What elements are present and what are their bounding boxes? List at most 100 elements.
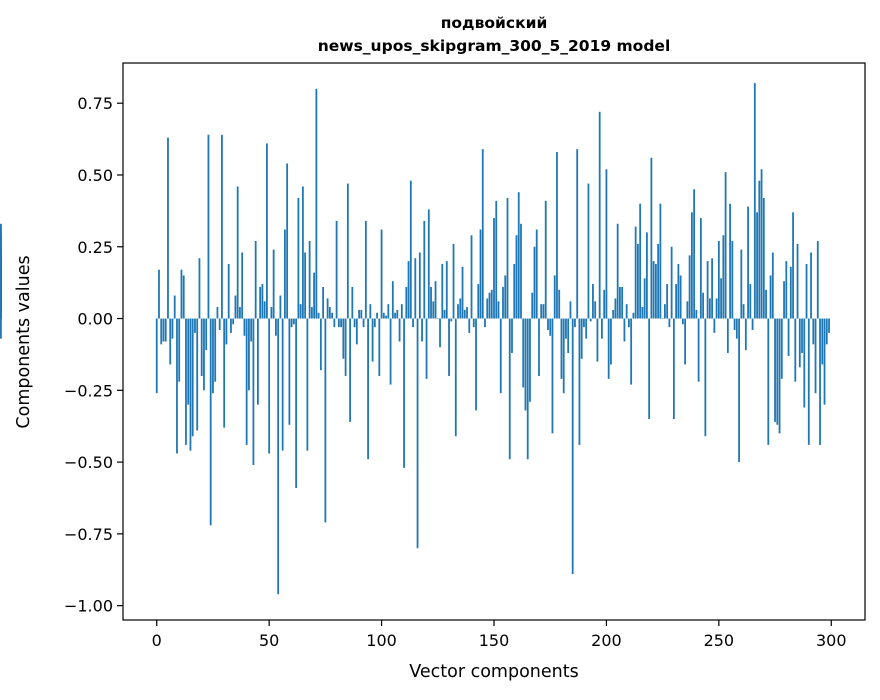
- bar: [306, 318, 309, 451]
- bar: [547, 318, 549, 331]
- bar: [418, 252, 421, 319]
- bar: [666, 284, 669, 319]
- x-tick-label: 300: [816, 631, 847, 650]
- bar: [304, 252, 307, 319]
- bar: [688, 255, 691, 319]
- bar: [744, 318, 747, 351]
- bar: [324, 318, 327, 523]
- bar: [513, 263, 516, 319]
- bar: [297, 197, 300, 319]
- bar: [578, 318, 581, 445]
- bar: [403, 318, 405, 468]
- bar: [726, 318, 729, 353]
- bar: [607, 318, 610, 379]
- bar: [290, 318, 293, 328]
- plot-area: [123, 63, 865, 620]
- bar: [263, 301, 266, 319]
- bar: [169, 318, 172, 365]
- bar: [432, 301, 435, 319]
- bar: [796, 243, 799, 319]
- bar: [663, 304, 666, 319]
- bar: [281, 318, 284, 451]
- x-axis-label: Vector components: [409, 662, 578, 682]
- bar: [241, 252, 244, 319]
- bar: [819, 318, 821, 445]
- bar: [234, 295, 237, 319]
- bar: [711, 258, 714, 319]
- bar: [695, 309, 698, 319]
- bar: [648, 318, 651, 420]
- bar: [477, 284, 480, 319]
- bar: [567, 318, 570, 353]
- bar: [672, 318, 675, 420]
- bar: [167, 137, 169, 319]
- bar: [160, 318, 163, 345]
- bar: [760, 169, 763, 319]
- bar: [295, 318, 298, 488]
- y-tick-label: −0.25: [64, 381, 113, 400]
- bar: [574, 318, 576, 328]
- bar: [203, 318, 205, 391]
- bar: [686, 301, 689, 319]
- bar: [454, 318, 457, 437]
- bar: [765, 289, 767, 319]
- bar: [412, 318, 414, 328]
- bar: [317, 312, 320, 319]
- y-tick-label: 0.00: [77, 310, 113, 329]
- bar: [171, 318, 174, 339]
- bar: [400, 304, 403, 319]
- bar: [825, 318, 828, 345]
- bar: [717, 241, 720, 319]
- bar: [230, 318, 232, 333]
- bar: [459, 298, 462, 319]
- bar: [690, 212, 693, 319]
- bar: [497, 301, 500, 319]
- bar: [382, 312, 385, 319]
- bar: [560, 318, 563, 379]
- bar: [738, 318, 740, 463]
- x-axis-ticks: 0 50 100 150 200 250 300: [152, 620, 847, 650]
- bar: [272, 249, 275, 319]
- bar: [531, 292, 534, 319]
- bar: [286, 163, 289, 319]
- bar: [475, 318, 477, 411]
- bar: [553, 275, 556, 319]
- bar: [430, 286, 432, 319]
- x-tick-label: 150: [479, 631, 510, 650]
- bar: [565, 318, 567, 339]
- bar: [191, 318, 194, 437]
- bar: [785, 261, 788, 319]
- bar: [634, 226, 637, 319]
- bar: [378, 318, 381, 376]
- bar: [576, 149, 579, 319]
- bar: [569, 301, 572, 319]
- bar: [821, 318, 824, 365]
- bar: [326, 298, 329, 319]
- bar: [774, 318, 776, 422]
- bar: [279, 295, 282, 319]
- bar: [214, 318, 217, 382]
- bar: [693, 189, 696, 319]
- bar: [715, 298, 718, 319]
- bar: [517, 192, 520, 319]
- bar: [652, 261, 655, 319]
- bar: [189, 318, 192, 451]
- bar: [299, 304, 302, 319]
- bar: [209, 318, 212, 526]
- bar: [645, 232, 648, 319]
- bar: [762, 197, 765, 319]
- bar: [346, 183, 349, 319]
- bar: [810, 252, 812, 319]
- bar: [457, 304, 459, 319]
- bar: [538, 318, 540, 376]
- bar: [767, 318, 770, 445]
- bar: [787, 318, 790, 356]
- bar: [466, 307, 468, 319]
- bar: [506, 197, 509, 319]
- bar: [511, 318, 513, 353]
- bar: [493, 218, 495, 319]
- bar: [364, 220, 367, 319]
- bar: [702, 292, 705, 319]
- bar: [747, 206, 749, 319]
- bar: [805, 263, 808, 319]
